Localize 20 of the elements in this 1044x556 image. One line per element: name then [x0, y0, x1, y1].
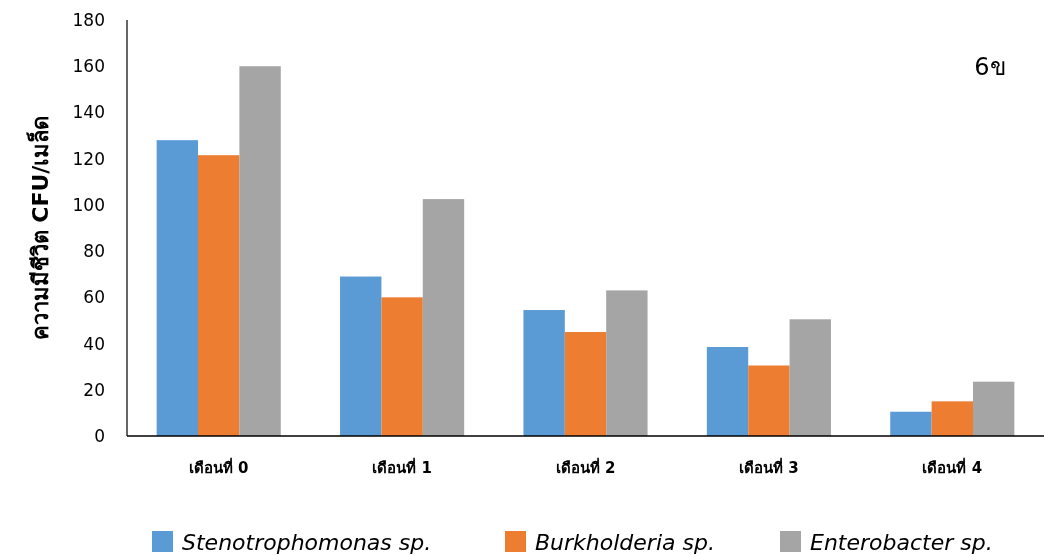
y-tick-label: 0: [94, 426, 105, 446]
legend-label: Burkholderia sp.: [535, 530, 715, 555]
legend-label: Enterobacter sp.: [810, 530, 993, 555]
x-tick-label: เดือนที่ 3: [739, 457, 799, 477]
y-tick-label: 100: [72, 194, 105, 215]
y-tick-label: 140: [72, 102, 105, 123]
y-tick-label: 160: [72, 56, 105, 77]
x-tick-label: เดือนที่ 0: [188, 457, 249, 477]
y-tick-label: 180: [72, 10, 105, 30]
y-tick-label: 80: [83, 241, 105, 262]
x-tick-label: เดือนที่ 1: [372, 457, 432, 477]
x-tick-label: เดือนที่ 4: [922, 457, 983, 477]
y-tick-label: 40: [83, 333, 105, 354]
y-tick-label: 60: [83, 287, 105, 308]
annotation: 6ข: [974, 53, 1006, 81]
y-tick-label: 120: [72, 148, 105, 169]
y-tick-label: 20: [83, 379, 105, 400]
y-axis-title: ความมีชีวิต CFU/เมล็ด: [26, 115, 53, 341]
x-tick-label: เดือนที่ 2: [555, 457, 616, 477]
legend-label: Stenotrophomonas sp.: [182, 530, 432, 555]
